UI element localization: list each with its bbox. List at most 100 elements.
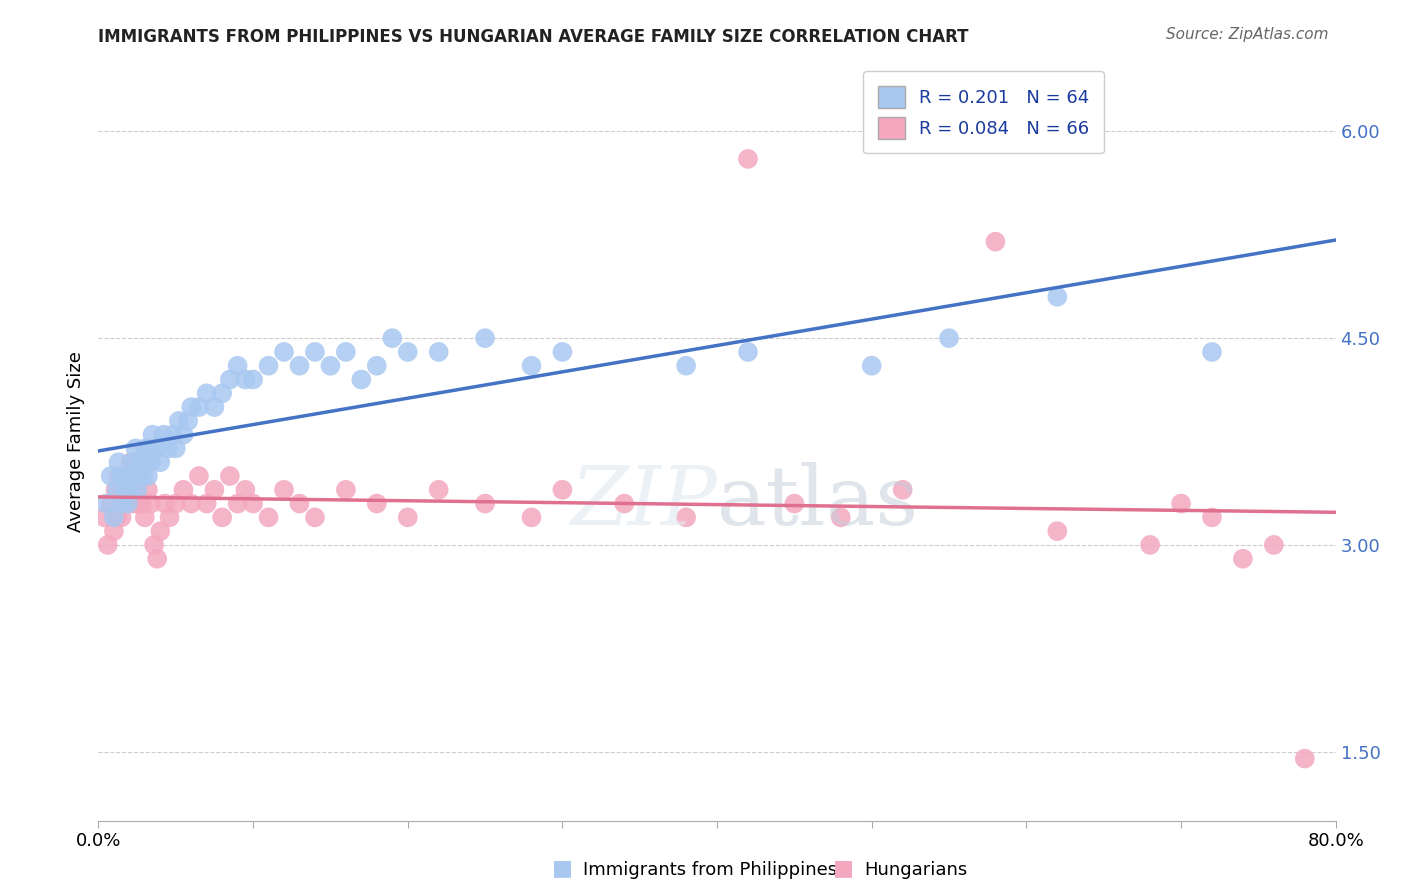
Point: [157, 442, 180, 456]
Point: [288, 359, 311, 373]
Text: Source: ZipAtlas.com: Source: ZipAtlas.com: [1166, 27, 1329, 42]
Point: [180, 400, 202, 414]
Point: [100, 469, 122, 483]
Point: [520, 510, 543, 524]
Point: [132, 469, 155, 483]
Point: [273, 345, 295, 359]
Point: [938, 331, 960, 345]
Point: [474, 497, 496, 511]
Point: [103, 510, 125, 524]
Point: [335, 483, 357, 497]
Point: [257, 359, 280, 373]
Point: [335, 345, 357, 359]
Point: [111, 469, 132, 483]
Point: [860, 359, 883, 373]
Point: [188, 400, 211, 414]
Point: [128, 455, 150, 469]
Point: [104, 483, 127, 497]
Point: [129, 469, 152, 483]
Point: [96, 497, 118, 511]
Point: [474, 331, 496, 345]
Point: [891, 483, 914, 497]
Point: [159, 510, 181, 524]
Point: [146, 442, 169, 456]
Point: [551, 345, 574, 359]
Point: [257, 510, 280, 524]
Point: [122, 497, 145, 511]
Point: [97, 538, 120, 552]
Point: [288, 497, 311, 511]
Point: [1201, 345, 1223, 359]
Point: [226, 359, 249, 373]
Point: [396, 510, 419, 524]
Point: [211, 510, 233, 524]
Legend: R = 0.201   N = 64, R = 0.084   N = 66: R = 0.201 N = 64, R = 0.084 N = 66: [863, 71, 1104, 153]
Point: [195, 497, 218, 511]
Point: [131, 497, 153, 511]
Point: [107, 469, 129, 483]
Point: [188, 469, 211, 483]
Point: [115, 469, 138, 483]
Text: Hungarians: Hungarians: [865, 861, 967, 879]
Point: [114, 497, 136, 511]
Text: IMMIGRANTS FROM PHILIPPINES VS HUNGARIAN AVERAGE FAMILY SIZE CORRELATION CHART: IMMIGRANTS FROM PHILIPPINES VS HUNGARIAN…: [98, 28, 969, 45]
Point: [1294, 751, 1316, 765]
Point: [1139, 538, 1161, 552]
Point: [613, 497, 636, 511]
Point: [783, 497, 806, 511]
Point: [211, 386, 233, 401]
Point: [427, 345, 450, 359]
Point: [139, 497, 162, 511]
Point: [105, 483, 128, 497]
Point: [366, 359, 388, 373]
Point: [204, 483, 226, 497]
Point: [100, 497, 122, 511]
Point: [141, 427, 165, 442]
Point: [830, 510, 852, 524]
Point: [136, 483, 159, 497]
Point: [984, 235, 1007, 249]
Point: [127, 483, 149, 497]
Point: [162, 427, 184, 442]
Y-axis label: Average Family Size: Average Family Size: [66, 351, 84, 532]
Point: [737, 345, 759, 359]
Point: [118, 497, 141, 511]
Point: [381, 331, 404, 345]
Point: [1170, 497, 1192, 511]
Point: [167, 414, 190, 428]
Point: [120, 483, 142, 497]
Point: [138, 442, 160, 456]
Point: [165, 442, 187, 456]
Point: [135, 455, 157, 469]
Point: [131, 455, 153, 469]
Point: [226, 497, 249, 511]
Point: [180, 497, 202, 511]
Point: [165, 497, 187, 511]
Point: [111, 497, 132, 511]
Point: [108, 497, 131, 511]
Point: [204, 400, 226, 414]
Point: [1232, 551, 1254, 566]
Point: [520, 359, 543, 373]
Point: [242, 372, 264, 386]
Point: [304, 345, 326, 359]
Point: [115, 469, 138, 483]
Point: [124, 442, 146, 456]
Point: [152, 427, 174, 442]
Point: [675, 359, 697, 373]
Point: [242, 497, 264, 511]
Point: [737, 152, 759, 166]
Point: [93, 510, 115, 524]
Point: [219, 469, 242, 483]
Point: [172, 427, 194, 442]
Point: [1263, 538, 1285, 552]
Point: [105, 510, 128, 524]
Point: [366, 497, 388, 511]
Point: [111, 510, 132, 524]
Text: atlas: atlas: [717, 462, 920, 542]
Point: [129, 469, 152, 483]
Text: ■: ■: [834, 859, 853, 879]
Point: [1046, 290, 1069, 304]
Point: [139, 455, 162, 469]
Text: ZIP: ZIP: [571, 462, 717, 542]
